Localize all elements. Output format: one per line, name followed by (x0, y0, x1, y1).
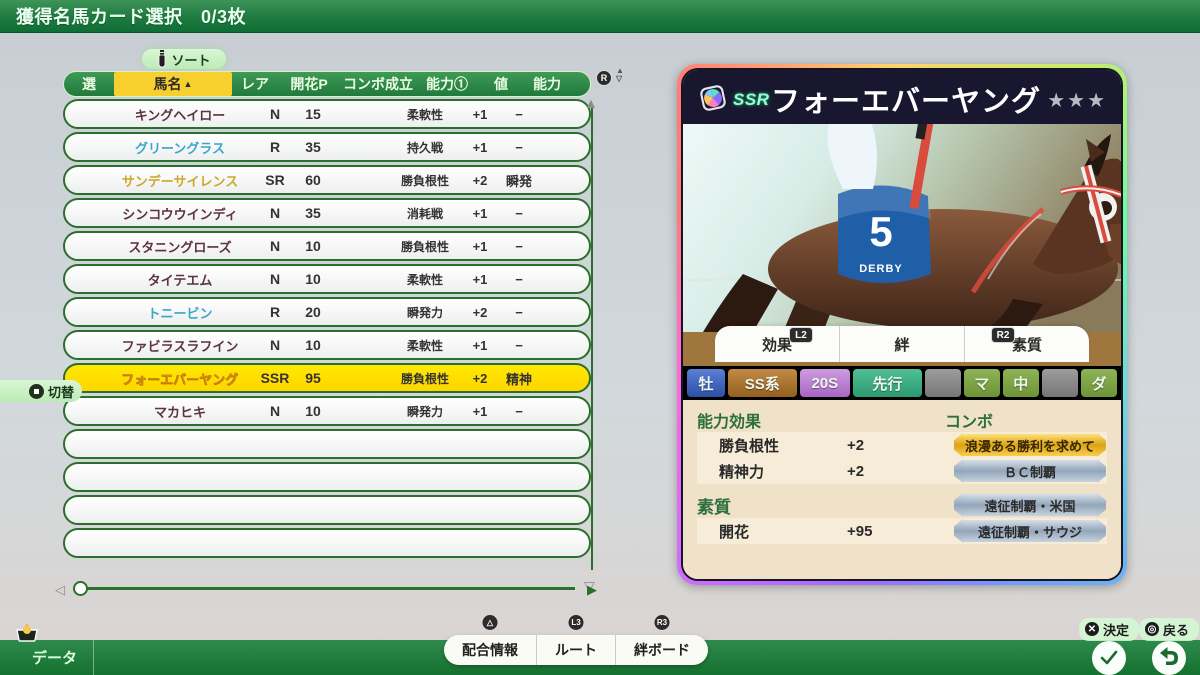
svg-text:DERBY: DERBY (859, 263, 903, 275)
svg-text:5: 5 (869, 208, 892, 255)
